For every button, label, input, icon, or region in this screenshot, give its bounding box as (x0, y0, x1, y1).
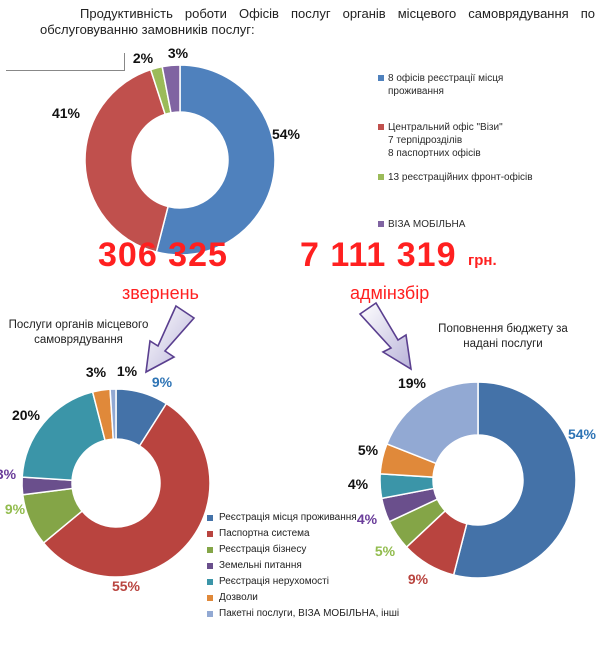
services-legend-item: Паспортна система (207, 526, 399, 542)
offices-legend-item: ВІЗА МОБІЛЬНА (378, 218, 465, 231)
services-legend-item: Дозволи (207, 590, 399, 606)
legend-swatch (207, 595, 213, 601)
services-data-label: 9% (5, 501, 26, 517)
services-slice (109, 388, 117, 440)
legend-swatch (207, 579, 213, 585)
legend-label: Паспортна система (219, 528, 310, 539)
arrow-left-icon (145, 304, 196, 374)
services-legend-item: Реєстрація місця проживання (207, 510, 399, 526)
offices-data-label: 41% (52, 105, 81, 121)
budget-data-label: 5% (375, 543, 396, 559)
offices-legend-item: Центральний офіс "Візи" 7 терпідрозділів 8… (378, 121, 503, 160)
arrow-right-icon (358, 301, 413, 371)
requests-label: звернень (122, 283, 199, 303)
fees-label: адмінзбір (350, 283, 430, 303)
budget-chart-title: Поповнення бюджету за надані послуги (438, 323, 568, 350)
budget-slice (385, 381, 479, 465)
offices-slice (84, 68, 169, 253)
page-title-text: Продуктивність роботи Офісів послуг орга… (40, 6, 595, 37)
budget-data-label: 4% (348, 476, 369, 492)
offices-legend-item: 8 офісів реєстрації місця проживання (378, 72, 503, 98)
offices-legend-item: 13 реєстраційних фронт-офісів (378, 171, 533, 184)
legend-swatch (207, 611, 213, 617)
budget-slice (452, 381, 577, 579)
offices-data-label: 3% (168, 45, 189, 61)
legend-label: 8 офісів реєстрації місця проживання (388, 73, 504, 97)
page-title: Продуктивність роботи Офісів послуг орга… (40, 6, 595, 38)
legend-label: ВІЗА МОБІЛЬНА (388, 219, 466, 230)
legend-swatch (378, 124, 384, 130)
services-data-label: 55% (112, 578, 141, 594)
services-legend: Реєстрація місця проживання Паспортна сис… (207, 510, 399, 622)
legend-label: Земельні питання (219, 560, 302, 571)
legend-label: Центральний офіс "Візи" 7 терпідрозділів 8… (388, 122, 503, 159)
legend-swatch (378, 174, 384, 180)
legend-swatch (378, 75, 384, 81)
legend-label: Реєстрація бізнесу (219, 544, 307, 555)
fees-unit: грн. (468, 252, 497, 269)
offices-slice (161, 64, 181, 114)
divider-line (6, 70, 124, 71)
offices-data-label: 54% (272, 126, 301, 142)
budget-data-label: 19% (398, 375, 427, 391)
services-data-label: 3% (0, 466, 17, 482)
legend-swatch (207, 531, 213, 537)
legend-swatch (378, 221, 384, 227)
services-slice (42, 402, 211, 578)
services-chart-title: Послуги органів місцевого самоврядування (8, 319, 149, 346)
services-legend-item: Реєстрація бізнесу (207, 542, 399, 558)
budget-data-label: 4% (357, 511, 378, 527)
services-data-label: 3% (86, 364, 107, 380)
services-legend-item: Реєстрація нерухомості (207, 574, 399, 590)
legend-label: Реєстрація місця проживання (219, 512, 357, 523)
budget-data-label: 5% (358, 442, 379, 458)
legend-label: Реєстрація нерухомості (219, 576, 329, 587)
budget-data-label: 54% (568, 426, 597, 442)
fees-total: 7 111 319 (300, 236, 457, 274)
legend-label: Дозволи (219, 592, 258, 603)
offices-data-label: 2% (133, 50, 154, 66)
legend-swatch (207, 547, 213, 553)
divider-line-vertical (124, 53, 125, 71)
services-data-label: 9% (152, 374, 173, 390)
services-data-label: 1% (117, 363, 138, 379)
legend-swatch (207, 563, 213, 569)
services-data-label: 20% (12, 407, 41, 423)
services-legend-item: Пакетні послуги, ВІЗА МОБІЛЬНА, інші (207, 606, 399, 622)
requests-total: 306 325 (98, 236, 228, 274)
legend-swatch (207, 515, 213, 521)
budget-data-label: 9% (408, 571, 429, 587)
legend-label: 13 реєстраційних фронт-офісів (388, 172, 533, 183)
services-legend-item: Земельні питання (207, 558, 399, 574)
legend-label: Пакетні послуги, ВІЗА МОБІЛЬНА, інші (219, 608, 400, 619)
offices-slice (155, 64, 276, 256)
